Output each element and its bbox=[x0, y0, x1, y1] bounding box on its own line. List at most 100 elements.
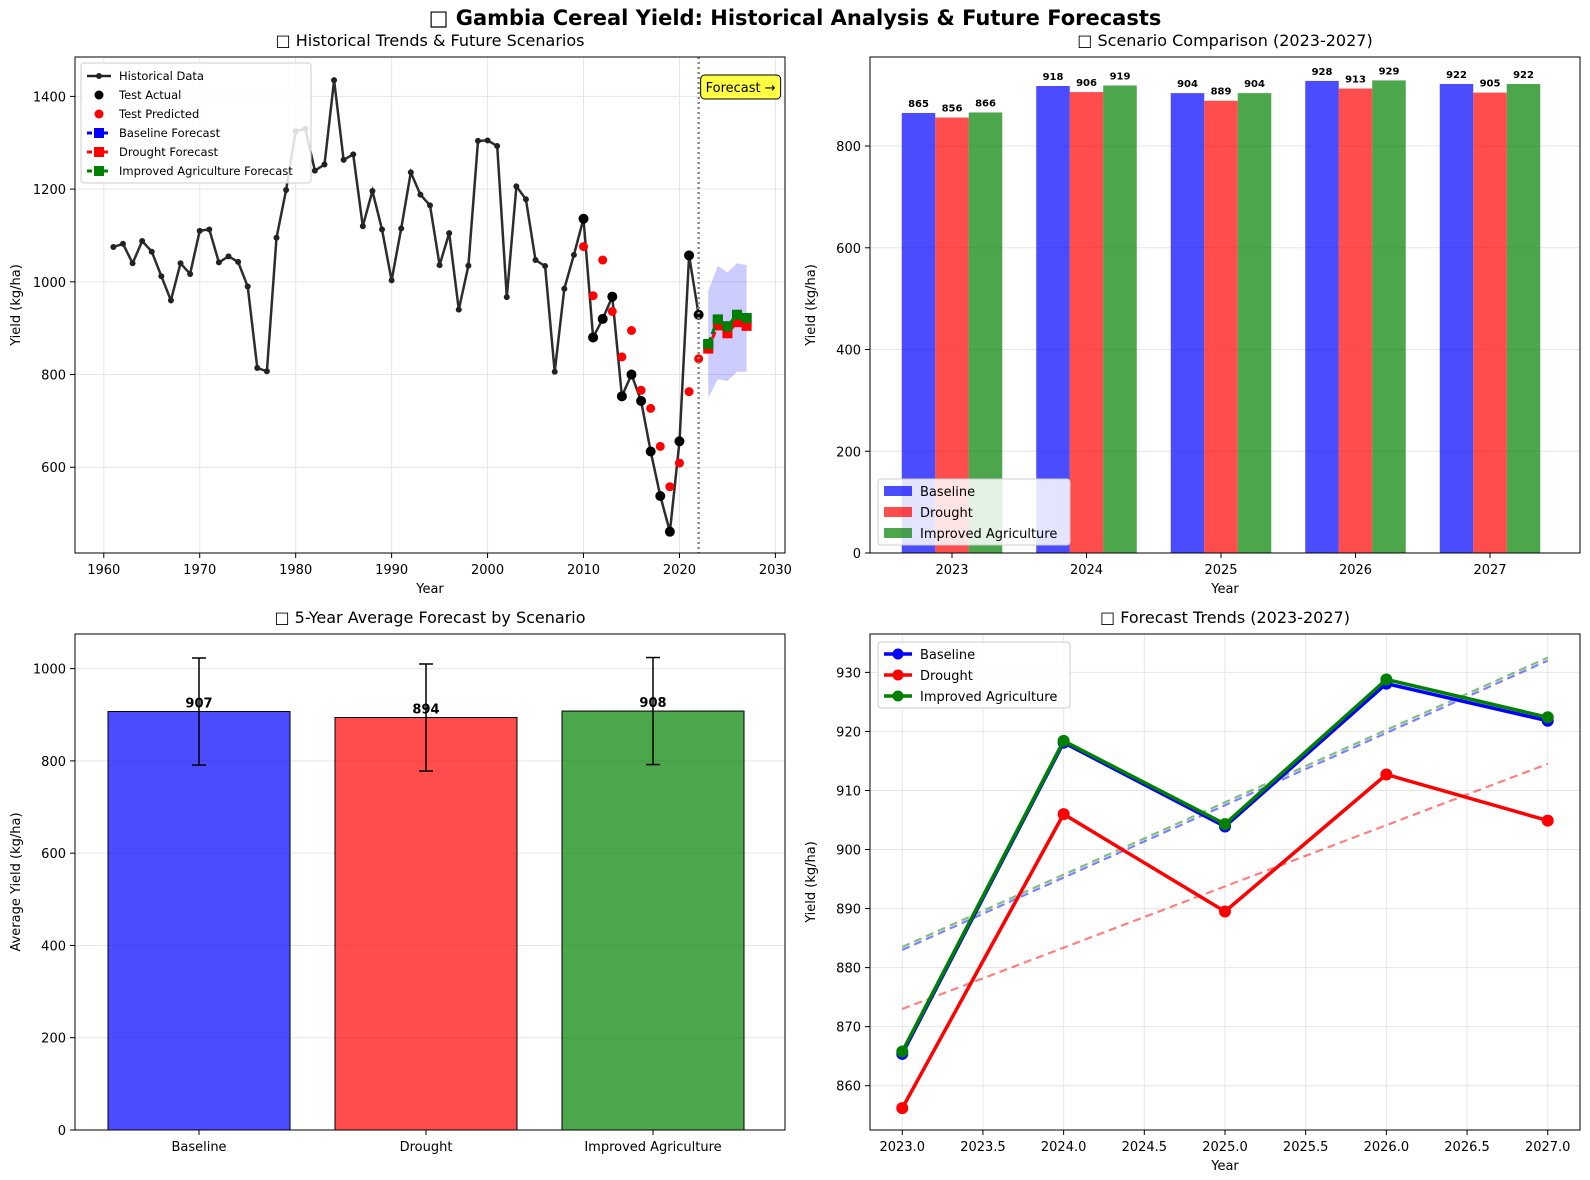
y-tick-label: 0 bbox=[58, 1124, 66, 1139]
legend-label: Test Actual bbox=[118, 88, 181, 102]
bar-value-label: 919 bbox=[1110, 71, 1131, 82]
historical-point bbox=[148, 248, 155, 255]
forecast-marker bbox=[703, 338, 714, 349]
historical-point bbox=[417, 191, 424, 198]
test-predicted-point bbox=[684, 387, 694, 397]
bar-value-label: 905 bbox=[1480, 79, 1501, 90]
x-tick-label: 2025 bbox=[1204, 563, 1237, 578]
historical-point bbox=[129, 260, 136, 267]
y-axis-label: Yield (kg/ha) bbox=[9, 264, 24, 347]
legend-swatch bbox=[884, 507, 912, 517]
test-actual-point bbox=[607, 291, 618, 302]
historical-trends-chart: 600 800 1000 1200 1400 1960 1970 1980 1990 2000 20… bbox=[9, 56, 792, 597]
historical-point bbox=[398, 225, 405, 232]
historical-point bbox=[465, 262, 472, 269]
test-predicted-point bbox=[665, 482, 675, 492]
forecast-marker bbox=[712, 314, 723, 325]
x-axis-label: Year bbox=[415, 582, 444, 597]
historical-point bbox=[388, 277, 395, 284]
forecast-marker bbox=[732, 317, 743, 328]
bar bbox=[1305, 80, 1339, 554]
historical-point bbox=[119, 240, 126, 247]
legend-swatch bbox=[884, 528, 912, 538]
test-actual-point bbox=[588, 332, 599, 343]
historical-point bbox=[436, 262, 443, 269]
legend-swatch bbox=[94, 90, 104, 100]
forecast-marker bbox=[741, 312, 752, 323]
test-predicted-point bbox=[588, 291, 598, 301]
bar-value-label: 894 bbox=[412, 703, 439, 718]
legend-swatch bbox=[94, 109, 104, 119]
y-tick-label: 900 bbox=[836, 844, 861, 859]
y-tick-label: 930 bbox=[836, 666, 861, 681]
x-tick-label: Drought bbox=[400, 1140, 453, 1155]
historical-point bbox=[561, 285, 568, 292]
historical-point bbox=[283, 187, 290, 194]
trend-line bbox=[901, 656, 1549, 948]
historical-point bbox=[206, 226, 213, 233]
bar-value-label: 865 bbox=[908, 99, 929, 110]
trend-line bbox=[901, 659, 1549, 951]
plot-frame bbox=[869, 56, 1581, 554]
plot-frame bbox=[74, 633, 786, 1131]
y-tick-label: 880 bbox=[836, 962, 861, 977]
historical-point bbox=[244, 283, 251, 290]
x-axis-label: Year bbox=[1210, 582, 1239, 597]
historical-point bbox=[311, 167, 318, 174]
test-predicted-point bbox=[655, 441, 665, 451]
forecast-annotation-box bbox=[700, 74, 782, 100]
historical-point bbox=[187, 270, 194, 277]
historical-point bbox=[407, 169, 414, 176]
bar-value-label: 907 bbox=[185, 697, 212, 712]
legend-swatch bbox=[884, 486, 912, 496]
historical-point bbox=[427, 202, 433, 209]
test-predicted-point bbox=[626, 325, 636, 335]
forecast-annotation-text: Forecast → bbox=[706, 81, 776, 96]
x-tick-label: 2027 bbox=[1473, 563, 1506, 578]
legend-box bbox=[877, 478, 1071, 546]
y-tick-label: 200 bbox=[836, 445, 861, 460]
series-point bbox=[1219, 905, 1231, 918]
bar bbox=[334, 717, 518, 1131]
bar bbox=[561, 710, 745, 1131]
bar-value-label: 918 bbox=[1043, 72, 1064, 83]
forecast-marker bbox=[732, 309, 743, 320]
historical-point bbox=[446, 230, 453, 237]
historical-point bbox=[321, 161, 328, 168]
historical-point bbox=[196, 227, 203, 234]
plot-area-group: 860 870 880 890 900 910 920 930 2023.0 2023.5 2024… bbox=[804, 633, 1581, 1174]
y-tick-label: 600 bbox=[41, 461, 66, 476]
x-tick-label: 1980 bbox=[279, 563, 312, 578]
historical-point bbox=[350, 151, 357, 158]
x-tick-label: 2026 bbox=[1339, 563, 1372, 578]
series-point bbox=[1219, 818, 1231, 831]
test-actual-point bbox=[684, 250, 695, 261]
y-tick-label: 920 bbox=[836, 725, 861, 740]
plot-area-group: 0 200 400 600 800 Year Yield (kg/ha) 2023 2024 20… bbox=[804, 56, 1581, 597]
y-tick-label: 910 bbox=[836, 784, 861, 799]
series-point bbox=[1541, 814, 1554, 827]
series-point bbox=[1541, 711, 1554, 724]
historical-point bbox=[532, 257, 539, 264]
y-tick-label: 200 bbox=[41, 1032, 66, 1047]
legend-label: Historical Data bbox=[119, 69, 204, 83]
y-tick-label: 800 bbox=[41, 755, 66, 770]
x-tick-label: 2023.5 bbox=[960, 1140, 1006, 1155]
x-tick-label: 2023.0 bbox=[880, 1140, 926, 1155]
series-point bbox=[896, 1045, 909, 1058]
historical-point bbox=[551, 368, 558, 375]
legend-swatch bbox=[892, 690, 904, 702]
x-tick-label: 2027.0 bbox=[1525, 1140, 1571, 1155]
x-tick-label: 2000 bbox=[471, 563, 504, 578]
bar bbox=[107, 711, 291, 1131]
average-chart-title: □ 5-Year Average Forecast by Scenario bbox=[274, 608, 586, 627]
legend-swatch bbox=[892, 648, 904, 660]
legend-label: Improved Agriculture Forecast bbox=[119, 164, 293, 178]
legend-swatch bbox=[94, 147, 104, 157]
y-tick-label: 1400 bbox=[33, 90, 66, 105]
x-tick-label: 2010 bbox=[567, 563, 600, 578]
bar-value-label: 889 bbox=[1211, 87, 1232, 98]
test-predicted-point bbox=[598, 255, 608, 265]
bar bbox=[1036, 85, 1070, 554]
y-tick-label: 1000 bbox=[33, 663, 66, 678]
